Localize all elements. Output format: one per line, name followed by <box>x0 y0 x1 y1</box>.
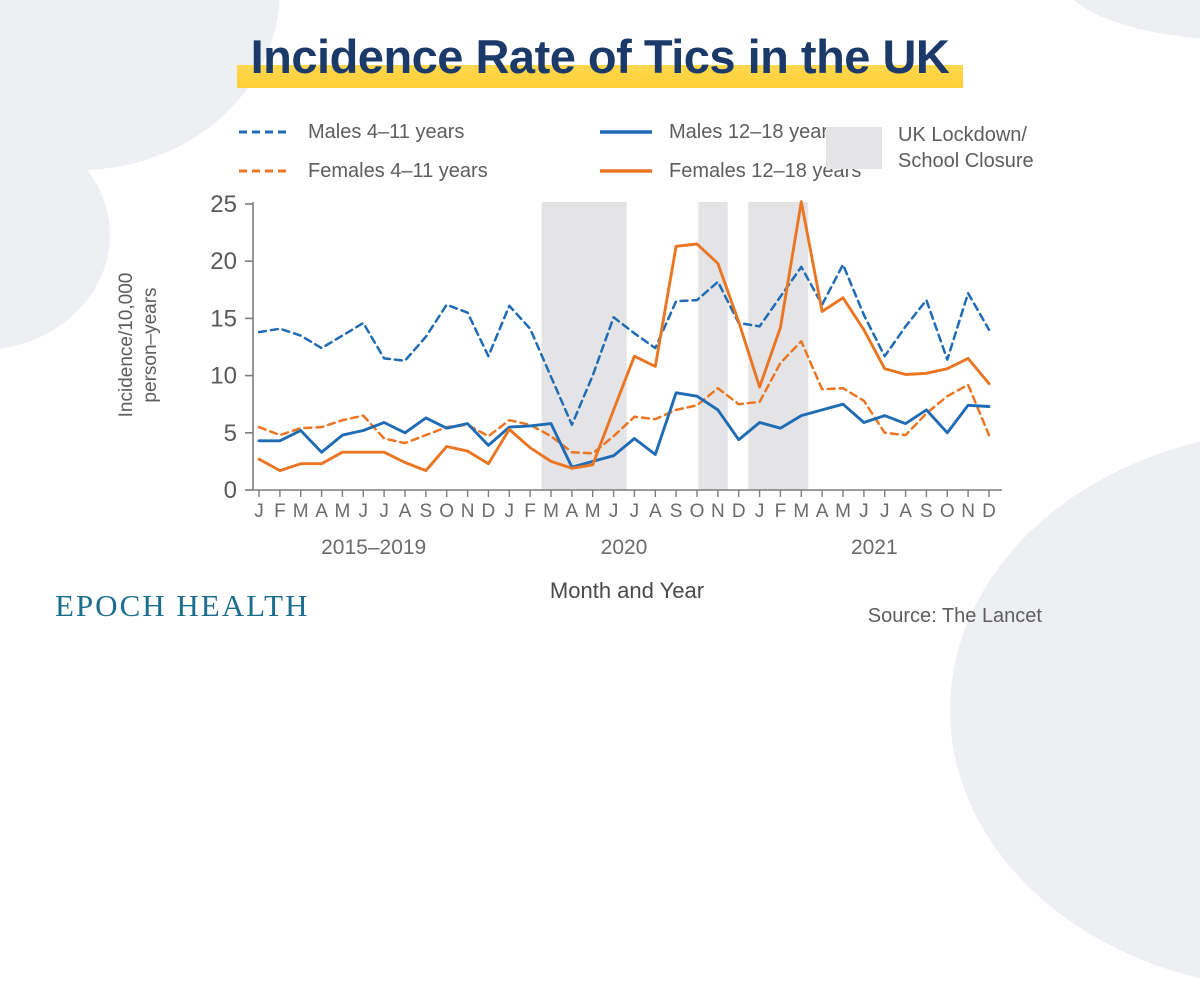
solid-orange-line-swatch <box>600 169 652 173</box>
svg-text:2020: 2020 <box>601 536 648 559</box>
svg-text:2021: 2021 <box>851 536 898 559</box>
svg-text:A: A <box>315 501 328 522</box>
legend-item-lockdown-band: UK Lockdown/ School Closure <box>826 122 1034 174</box>
svg-text:D: D <box>982 501 996 522</box>
legend-label: Males 4–11 years <box>308 120 465 143</box>
svg-text:J: J <box>630 501 640 522</box>
svg-text:A: A <box>899 501 912 522</box>
svg-text:20: 20 <box>210 248 237 275</box>
dashed-orange-line-swatch <box>239 169 291 173</box>
svg-text:A: A <box>566 501 579 522</box>
x-axis-label: Month and Year <box>549 578 705 603</box>
svg-text:M: M <box>293 501 309 522</box>
svg-text:J: J <box>505 501 515 522</box>
svg-text:J: J <box>755 501 765 522</box>
svg-text:O: O <box>690 501 705 522</box>
svg-text:F: F <box>274 501 286 522</box>
legend-label: Males 12–18 years <box>669 120 838 143</box>
lockdown-band-label: UK Lockdown/ School Closure <box>898 122 1034 174</box>
legend-label: Females 4–11 years <box>308 159 488 182</box>
source-credit: Source: The Lancet <box>867 605 1042 627</box>
y-axis-label-line1: Incidence/10,000 <box>116 272 137 418</box>
svg-text:N: N <box>961 501 975 522</box>
legend-item-males-4-11: Males 4–11 years <box>237 119 488 145</box>
svg-text:J: J <box>359 501 369 522</box>
svg-text:N: N <box>461 501 475 522</box>
svg-text:A: A <box>649 501 662 522</box>
svg-text:J: J <box>609 501 619 522</box>
svg-text:D: D <box>732 501 746 522</box>
svg-text:25: 25 <box>210 191 237 218</box>
legend-column-ages-4-11: Males 4–11 years Females 4–11 years <box>237 119 488 184</box>
svg-text:D: D <box>482 501 496 522</box>
svg-text:J: J <box>859 501 869 522</box>
svg-text:O: O <box>940 501 955 522</box>
y-axis-label: Incidence/10,000 person–years <box>115 245 163 445</box>
svg-text:M: M <box>585 501 601 522</box>
lockdown-label-line2: School Closure <box>898 150 1034 172</box>
svg-text:10: 10 <box>210 363 237 390</box>
legend-item-males-12-18: Males 12–18 years <box>598 119 861 145</box>
svg-text:S: S <box>920 501 933 522</box>
solid-blue-line-swatch <box>600 130 652 134</box>
svg-text:M: M <box>793 501 809 522</box>
dashed-blue-line-swatch <box>239 130 291 134</box>
lockdown-band-swatch <box>826 127 882 169</box>
page-title-wrap: Incidence Rate of Tics in the UK <box>0 30 1200 89</box>
svg-text:J: J <box>880 501 890 522</box>
lockdown-label-line1: UK Lockdown/ <box>898 124 1027 146</box>
svg-text:2015–2019: 2015–2019 <box>321 536 426 559</box>
svg-text:J: J <box>254 501 264 522</box>
page-title: Incidence Rate of Tics in the UK <box>236 30 964 89</box>
svg-text:5: 5 <box>224 420 237 447</box>
svg-text:F: F <box>524 501 536 522</box>
svg-text:J: J <box>379 501 389 522</box>
svg-text:0: 0 <box>224 477 237 504</box>
svg-text:M: M <box>543 501 559 522</box>
infographic: Incidence Rate of Tics in the UK Males 4… <box>0 30 1200 627</box>
svg-text:M: M <box>334 501 350 522</box>
legend-column-ages-12-18: Males 12–18 years Females 12–18 years <box>598 119 861 184</box>
svg-text:A: A <box>816 501 829 522</box>
legend-item-females-12-18: Females 12–18 years <box>598 158 861 184</box>
svg-text:F: F <box>775 501 787 522</box>
svg-text:A: A <box>399 501 412 522</box>
svg-text:S: S <box>420 501 433 522</box>
svg-text:15: 15 <box>210 305 237 332</box>
y-axis-label-line2: person–years <box>139 287 161 403</box>
svg-text:O: O <box>439 501 454 522</box>
epoch-health-logo: EPOCH HEALTH <box>55 588 310 623</box>
legend-item-females-4-11: Females 4–11 years <box>237 158 488 184</box>
svg-text:M: M <box>835 501 851 522</box>
legend-label: Females 12–18 years <box>669 159 862 182</box>
svg-text:N: N <box>711 501 725 522</box>
svg-text:S: S <box>670 501 683 522</box>
